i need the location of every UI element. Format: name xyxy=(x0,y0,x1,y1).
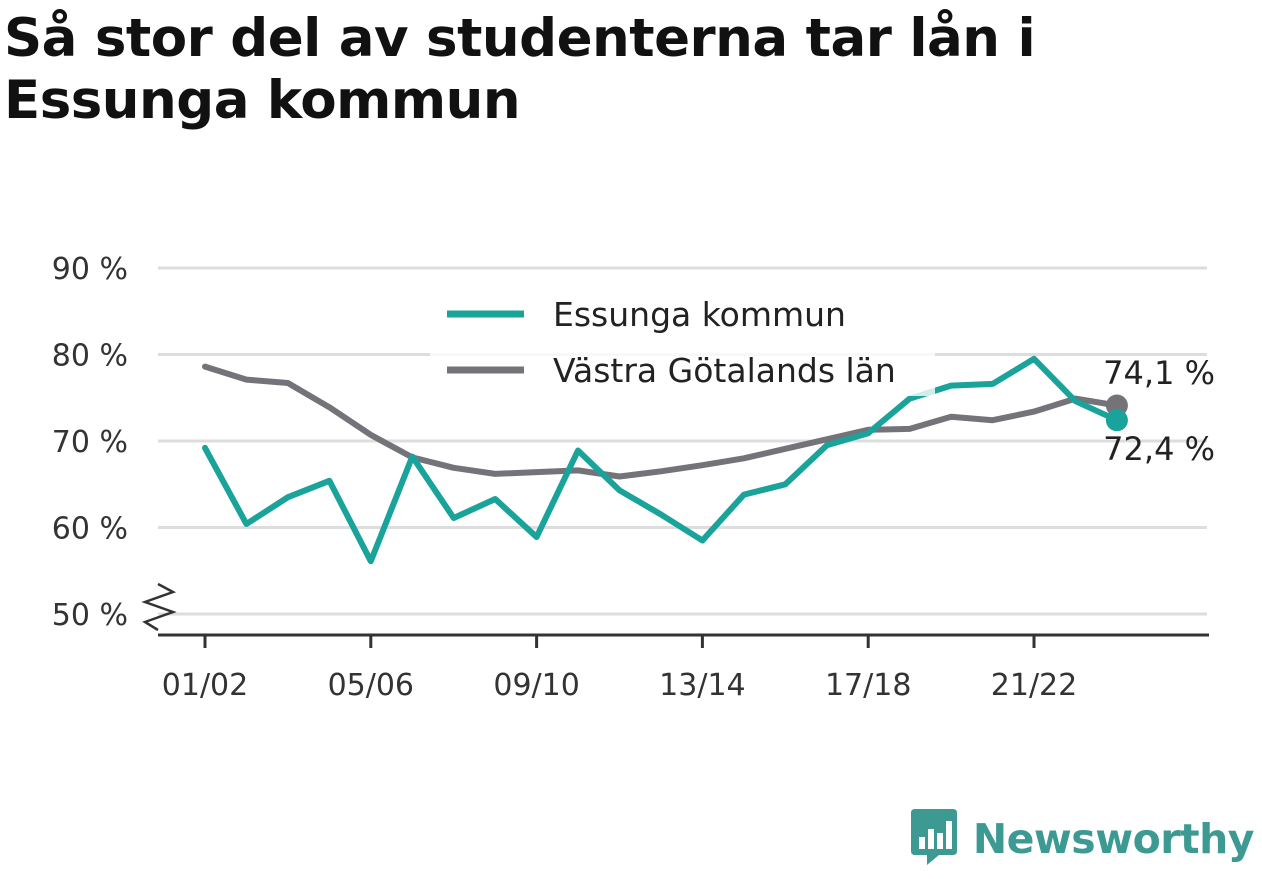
brand-name: Newsworthy xyxy=(972,815,1255,863)
x-tick-label: 09/10 xyxy=(493,668,579,703)
axis-break-icon xyxy=(141,582,177,632)
x-tick-label: 05/06 xyxy=(328,668,414,703)
gridlines xyxy=(158,266,1207,616)
end-value-labels: 74,1 % 72,4 % xyxy=(1103,354,1215,468)
x-tick-label: 13/14 xyxy=(659,668,745,703)
x-tick-label: 21/22 xyxy=(991,668,1077,703)
legend-background xyxy=(430,283,935,396)
series-line xyxy=(202,363,1120,480)
y-tick-label: 50 % xyxy=(52,598,128,633)
end-value-label: 72,4 % xyxy=(1103,430,1215,468)
legend-label: Essunga kommun xyxy=(553,295,846,334)
x-tick-label: 01/02 xyxy=(162,668,248,703)
series-lines xyxy=(202,355,1128,565)
newsworthy-logo: Newsworthy xyxy=(909,807,1255,871)
bar-chart-speech-bubble-icon xyxy=(909,807,959,871)
chart-title: Så stor del av studenterna tar lån i Ess… xyxy=(4,8,1036,131)
y-tick-label: 60 % xyxy=(52,512,128,547)
series-end-point xyxy=(1105,409,1128,432)
series-line xyxy=(202,355,1120,565)
end-value-label: 74,1 % xyxy=(1103,354,1215,392)
y-tick-label: 80 % xyxy=(52,339,128,374)
x-tick-label: 17/18 xyxy=(825,668,911,703)
legend: Essunga kommun Västra Götalands län xyxy=(430,283,935,396)
legend-label: Västra Götalands län xyxy=(553,351,896,390)
x-axis-tick-labels: 01/02 05/06 09/10 13/14 17/18 21/22 xyxy=(162,668,1077,703)
y-tick-label: 90 % xyxy=(52,252,128,287)
y-axis-tick-labels: 90 % 80 % 70 % 60 % 50 % xyxy=(52,252,128,633)
y-tick-label: 70 % xyxy=(52,425,128,460)
x-axis xyxy=(141,582,1209,648)
